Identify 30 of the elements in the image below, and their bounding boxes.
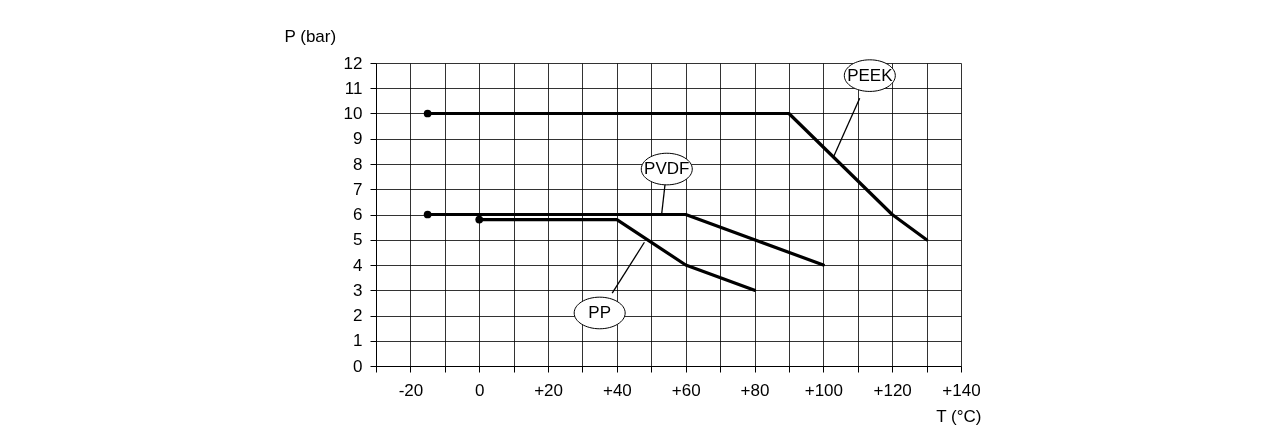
y-tick-label: 7: [353, 179, 363, 199]
y-tick-label: 10: [343, 104, 363, 123]
y-tick-label: 8: [353, 154, 363, 174]
x-tick-label: +100: [804, 380, 843, 400]
x-tick-label: -20: [398, 380, 424, 400]
y-tick-label: 4: [353, 255, 363, 275]
point: [423, 210, 432, 219]
y-tick-label: 6: [353, 205, 363, 224]
y-tick-label: 0: [353, 356, 363, 376]
y-tick-label: 1: [353, 331, 363, 351]
annotation: PP: [588, 302, 612, 322]
x-tick-label: +140: [942, 380, 981, 400]
y-axis-title: P (bar): [284, 26, 337, 46]
annotation: PEEK: [847, 65, 894, 85]
x-axis-title: T (°C): [936, 406, 982, 426]
y-tick-label: 2: [353, 306, 363, 325]
y-tick-label: 3: [353, 280, 363, 300]
annotation: PVDF: [644, 159, 690, 179]
x-tick-label: +20: [534, 380, 563, 400]
x-tick-label: +80: [740, 380, 770, 400]
x-tick-label: 0: [475, 380, 485, 400]
point: [475, 215, 484, 224]
point: [423, 109, 432, 118]
y-tick-label: 12: [343, 53, 363, 73]
y-tick-label: 9: [353, 129, 363, 149]
x-tick-label: +120: [873, 380, 912, 400]
x-tick-label: +60: [671, 380, 701, 400]
y-tick-label: 5: [353, 230, 363, 250]
x-tick-label: +40: [602, 380, 632, 400]
y-tick-label: 11: [344, 78, 363, 98]
